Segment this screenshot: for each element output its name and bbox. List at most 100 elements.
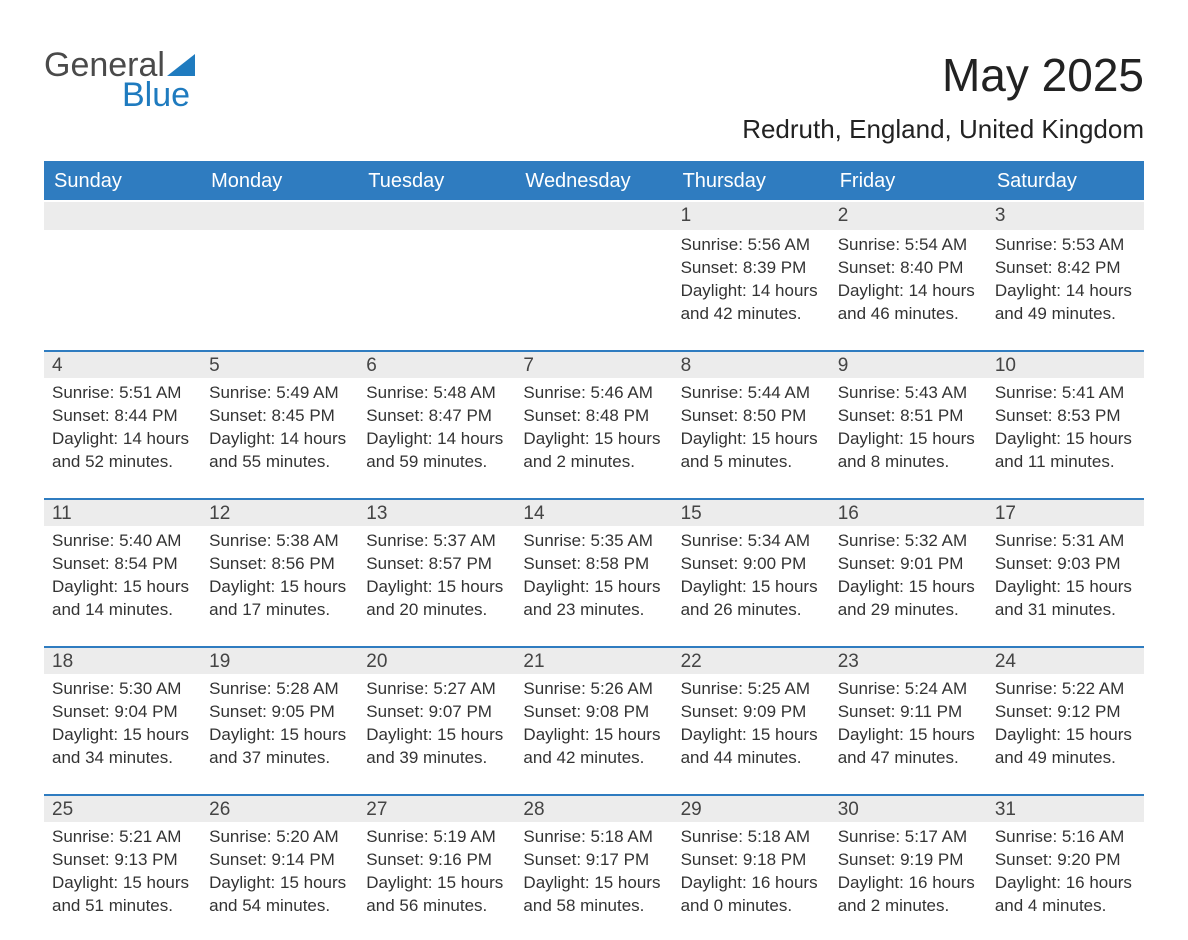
- sunrise-line: Sunrise: 5:44 AM: [681, 382, 822, 405]
- daylight-line: Daylight: 16 hours and 0 minutes.: [681, 872, 822, 918]
- day-number: 8: [673, 350, 830, 378]
- daylight-line: Daylight: 15 hours and 26 minutes.: [681, 576, 822, 622]
- sunrise-line: Sunrise: 5:20 AM: [209, 826, 350, 849]
- daylight-line: Daylight: 16 hours and 4 minutes.: [995, 872, 1136, 918]
- day-number: 13: [358, 498, 515, 526]
- daylight-line: Daylight: 15 hours and 49 minutes.: [995, 724, 1136, 770]
- sunrise-line: Sunrise: 5:27 AM: [366, 678, 507, 701]
- sunset-line: Sunset: 9:19 PM: [838, 849, 979, 872]
- day-number: 27: [358, 794, 515, 822]
- sunrise-line: Sunrise: 5:35 AM: [523, 530, 664, 553]
- day-number: 22: [673, 646, 830, 674]
- day-cell: Sunrise: 5:31 AMSunset: 9:03 PMDaylight:…: [987, 526, 1144, 644]
- calendar-grid: SundayMondayTuesdayWednesdayThursdayFrid…: [44, 161, 1144, 940]
- day-number: 2: [830, 202, 987, 230]
- sunset-line: Sunset: 9:18 PM: [681, 849, 822, 872]
- day-cell: [44, 230, 201, 348]
- sunrise-line: Sunrise: 5:38 AM: [209, 530, 350, 553]
- sunset-line: Sunset: 9:11 PM: [838, 701, 979, 724]
- daylight-line: Daylight: 15 hours and 29 minutes.: [838, 576, 979, 622]
- sunset-line: Sunset: 9:16 PM: [366, 849, 507, 872]
- daylight-line: Daylight: 15 hours and 47 minutes.: [838, 724, 979, 770]
- daylight-line: Daylight: 14 hours and 42 minutes.: [681, 280, 822, 326]
- daylight-line: Daylight: 15 hours and 42 minutes.: [523, 724, 664, 770]
- day-cell: Sunrise: 5:40 AMSunset: 8:54 PMDaylight:…: [44, 526, 201, 644]
- daylight-line: Daylight: 15 hours and 44 minutes.: [681, 724, 822, 770]
- sunset-line: Sunset: 8:58 PM: [523, 553, 664, 576]
- sunset-line: Sunset: 8:50 PM: [681, 405, 822, 428]
- weekday-header: Friday: [830, 161, 987, 200]
- day-cell: Sunrise: 5:49 AMSunset: 8:45 PMDaylight:…: [201, 378, 358, 496]
- daylight-line: Daylight: 14 hours and 46 minutes.: [838, 280, 979, 326]
- sunrise-line: Sunrise: 5:41 AM: [995, 382, 1136, 405]
- day-cell: Sunrise: 5:32 AMSunset: 9:01 PMDaylight:…: [830, 526, 987, 644]
- day-number: 29: [673, 794, 830, 822]
- day-cell: Sunrise: 5:38 AMSunset: 8:56 PMDaylight:…: [201, 526, 358, 644]
- day-cell: Sunrise: 5:51 AMSunset: 8:44 PMDaylight:…: [44, 378, 201, 496]
- sunset-line: Sunset: 9:04 PM: [52, 701, 193, 724]
- daylight-line: Daylight: 15 hours and 20 minutes.: [366, 576, 507, 622]
- logo-triangle-icon: [167, 48, 195, 70]
- sunset-line: Sunset: 9:14 PM: [209, 849, 350, 872]
- day-cell: Sunrise: 5:24 AMSunset: 9:11 PMDaylight:…: [830, 674, 987, 792]
- sunset-line: Sunset: 9:12 PM: [995, 701, 1136, 724]
- day-number: 14: [515, 498, 672, 526]
- day-number: 25: [44, 794, 201, 822]
- day-number: 21: [515, 646, 672, 674]
- sunset-line: Sunset: 8:45 PM: [209, 405, 350, 428]
- day-cell: Sunrise: 5:41 AMSunset: 8:53 PMDaylight:…: [987, 378, 1144, 496]
- daylight-line: Daylight: 15 hours and 2 minutes.: [523, 428, 664, 474]
- weekday-header: Sunday: [44, 161, 201, 200]
- sunrise-line: Sunrise: 5:51 AM: [52, 382, 193, 405]
- sunrise-line: Sunrise: 5:48 AM: [366, 382, 507, 405]
- sunrise-line: Sunrise: 5:30 AM: [52, 678, 193, 701]
- week-daynum-row: 18192021222324: [44, 646, 1144, 674]
- day-number: [201, 202, 358, 230]
- sunset-line: Sunset: 9:13 PM: [52, 849, 193, 872]
- day-number: 3: [987, 202, 1144, 230]
- sunrise-line: Sunrise: 5:24 AM: [838, 678, 979, 701]
- daylight-line: Daylight: 15 hours and 37 minutes.: [209, 724, 350, 770]
- day-number: 26: [201, 794, 358, 822]
- sunset-line: Sunset: 9:08 PM: [523, 701, 664, 724]
- day-number: 17: [987, 498, 1144, 526]
- month-title: May 2025: [742, 48, 1144, 102]
- weekday-header: Tuesday: [358, 161, 515, 200]
- sunrise-line: Sunrise: 5:19 AM: [366, 826, 507, 849]
- logo-word-blue: Blue: [122, 76, 195, 115]
- day-number: 4: [44, 350, 201, 378]
- day-number: 19: [201, 646, 358, 674]
- day-cell: Sunrise: 5:44 AMSunset: 8:50 PMDaylight:…: [673, 378, 830, 496]
- day-number: 6: [358, 350, 515, 378]
- daylight-line: Daylight: 14 hours and 55 minutes.: [209, 428, 350, 474]
- week-body-row: Sunrise: 5:30 AMSunset: 9:04 PMDaylight:…: [44, 674, 1144, 792]
- sunset-line: Sunset: 8:53 PM: [995, 405, 1136, 428]
- day-cell: Sunrise: 5:16 AMSunset: 9:20 PMDaylight:…: [987, 822, 1144, 940]
- daylight-line: Daylight: 14 hours and 49 minutes.: [995, 280, 1136, 326]
- daylight-line: Daylight: 15 hours and 34 minutes.: [52, 724, 193, 770]
- sunrise-line: Sunrise: 5:17 AM: [838, 826, 979, 849]
- sunrise-line: Sunrise: 5:54 AM: [838, 234, 979, 257]
- week-body-row: Sunrise: 5:56 AMSunset: 8:39 PMDaylight:…: [44, 230, 1144, 348]
- sunset-line: Sunset: 9:05 PM: [209, 701, 350, 724]
- daylight-line: Daylight: 15 hours and 8 minutes.: [838, 428, 979, 474]
- sunset-line: Sunset: 9:03 PM: [995, 553, 1136, 576]
- day-cell: Sunrise: 5:26 AMSunset: 9:08 PMDaylight:…: [515, 674, 672, 792]
- daylight-line: Daylight: 15 hours and 39 minutes.: [366, 724, 507, 770]
- daylight-line: Daylight: 15 hours and 11 minutes.: [995, 428, 1136, 474]
- day-cell: Sunrise: 5:43 AMSunset: 8:51 PMDaylight:…: [830, 378, 987, 496]
- week-daynum-row: 45678910: [44, 350, 1144, 378]
- sunset-line: Sunset: 9:00 PM: [681, 553, 822, 576]
- day-cell: Sunrise: 5:18 AMSunset: 9:17 PMDaylight:…: [515, 822, 672, 940]
- sunset-line: Sunset: 8:51 PM: [838, 405, 979, 428]
- daylight-line: Daylight: 15 hours and 58 minutes.: [523, 872, 664, 918]
- day-cell: Sunrise: 5:37 AMSunset: 8:57 PMDaylight:…: [358, 526, 515, 644]
- day-cell: Sunrise: 5:19 AMSunset: 9:16 PMDaylight:…: [358, 822, 515, 940]
- logo: General Blue: [44, 48, 195, 115]
- sunrise-line: Sunrise: 5:16 AM: [995, 826, 1136, 849]
- week-body-row: Sunrise: 5:40 AMSunset: 8:54 PMDaylight:…: [44, 526, 1144, 644]
- daylight-line: Daylight: 15 hours and 5 minutes.: [681, 428, 822, 474]
- day-number: 31: [987, 794, 1144, 822]
- sunrise-line: Sunrise: 5:37 AM: [366, 530, 507, 553]
- sunrise-line: Sunrise: 5:31 AM: [995, 530, 1136, 553]
